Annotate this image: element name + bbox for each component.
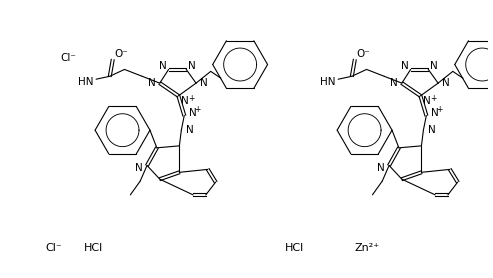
Text: O⁻: O⁻	[115, 49, 129, 59]
Text: HCl: HCl	[284, 243, 304, 253]
Text: N: N	[186, 125, 194, 135]
Text: N: N	[442, 78, 450, 88]
Text: N: N	[159, 61, 167, 71]
Text: N: N	[430, 61, 438, 71]
Text: N: N	[181, 96, 189, 106]
Text: +: +	[188, 94, 195, 103]
Text: N: N	[136, 163, 143, 173]
Text: N: N	[428, 125, 436, 135]
Text: N: N	[401, 61, 409, 71]
Text: Cl⁻: Cl⁻	[61, 53, 76, 63]
Text: N: N	[390, 78, 398, 88]
Text: Zn²⁺: Zn²⁺	[355, 243, 380, 253]
Text: HN: HN	[77, 77, 93, 87]
Text: Cl⁻: Cl⁻	[45, 243, 62, 253]
Text: N: N	[431, 108, 439, 118]
Text: N: N	[200, 78, 208, 88]
Text: N: N	[378, 163, 385, 173]
Text: N: N	[189, 108, 197, 118]
Text: N: N	[188, 61, 196, 71]
Text: +: +	[194, 105, 201, 114]
Text: +: +	[436, 105, 443, 114]
Text: N: N	[423, 96, 431, 106]
Text: O⁻: O⁻	[357, 49, 371, 59]
Text: HCl: HCl	[83, 243, 103, 253]
Text: N: N	[148, 78, 156, 88]
Text: +: +	[430, 94, 437, 103]
Text: HN: HN	[319, 77, 335, 87]
